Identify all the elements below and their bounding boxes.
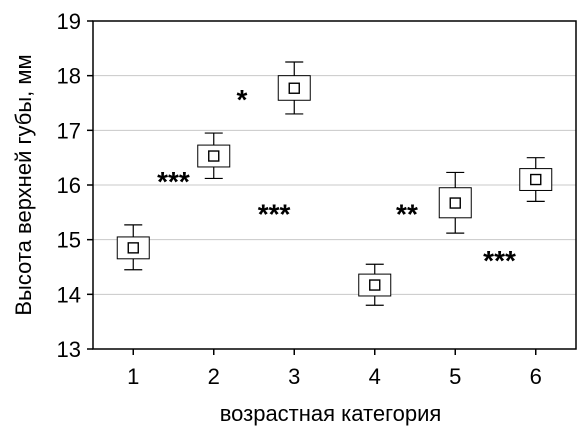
y-tick-label: 17 <box>57 118 81 143</box>
x-tick-label: 6 <box>530 364 542 389</box>
mean-marker <box>449 197 461 209</box>
significance-label: *** <box>258 199 291 230</box>
x-tick-label: 3 <box>288 364 300 389</box>
grid-lines <box>93 75 576 295</box>
x-tick-label: 5 <box>449 364 461 389</box>
significance-label: *** <box>483 245 516 276</box>
mean-marker <box>530 173 542 186</box>
y-tick-label: 18 <box>57 64 81 89</box>
y-axis-title: Высота верхней губы, мм <box>11 54 36 315</box>
box-6 <box>519 157 553 202</box>
box-4 <box>358 263 392 306</box>
significance-annotations: ************ <box>157 84 516 276</box>
boxes <box>116 61 553 306</box>
significance-label: ** <box>396 199 418 230</box>
significance-label: *** <box>157 166 190 197</box>
mean-marker <box>369 279 381 291</box>
x-tick-label: 4 <box>369 364 381 389</box>
x-tick-label: 1 <box>127 364 139 389</box>
y-tick-label: 16 <box>57 173 81 198</box>
y-tick-label: 15 <box>57 228 81 253</box>
mean-marker <box>288 82 300 94</box>
box-3 <box>277 61 311 115</box>
box-2 <box>197 132 231 180</box>
y-tick-label: 13 <box>57 337 81 362</box>
x-tick-label: 2 <box>208 364 220 389</box>
y-tick-label: 14 <box>57 282 81 307</box>
significance-label: * <box>236 84 247 115</box>
box-5 <box>438 171 472 234</box>
mean-marker <box>208 150 220 162</box>
mean-marker <box>127 242 139 254</box>
x-axis-title: возрастная категория <box>220 401 442 426</box>
axes <box>87 20 577 355</box>
box-1 <box>116 224 150 271</box>
y-tick-label: 19 <box>57 9 81 34</box>
tick-labels: 13 14 15 16 17 18 19 1 2 3 4 5 6 <box>57 9 542 389</box>
